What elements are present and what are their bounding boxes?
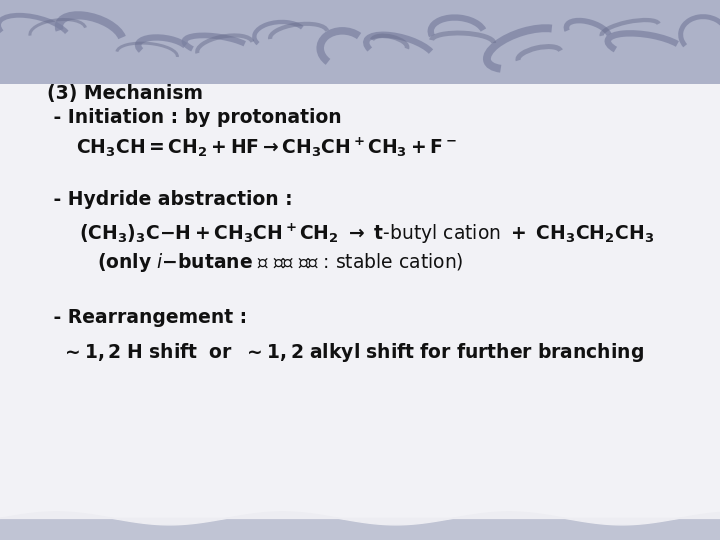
Text: - Rearrangement :: - Rearrangement : bbox=[47, 308, 247, 327]
Bar bbox=[0, 0, 720, 84]
Text: $\mathbf{(only\ }$$\mathit{i}$$\mathbf{-butane\ \text{을 쓰는 이유 : stable cation)}}: $\mathbf{(only\ }$$\mathit{i}$$\mathbf{-… bbox=[97, 251, 464, 274]
Text: (3) Mechanism: (3) Mechanism bbox=[47, 84, 203, 103]
Text: - Hydride abstraction :: - Hydride abstraction : bbox=[47, 190, 292, 209]
Bar bbox=[0, 84, 720, 518]
Text: $\mathbf{\sim 1,2\ H\ shift\ \ or\ \ {\sim}1,2\ alkyl\ shift\ for\ further\ bran: $\mathbf{\sim 1,2\ H\ shift\ \ or\ \ {\s… bbox=[61, 341, 644, 365]
Text: $\mathbf{(CH_3)_3C\mathbf{-}H + CH_3CH^+CH_2 \ \rightarrow \ t\text{-butyl catio: $\mathbf{(CH_3)_3C\mathbf{-}H + CH_3CH^+… bbox=[79, 221, 654, 246]
Text: $\mathbf{CH_3CH{=}CH_2 + HF \rightarrow CH_3CH^+CH_3 + F^-}$: $\mathbf{CH_3CH{=}CH_2 + HF \rightarrow … bbox=[76, 136, 456, 159]
Bar bbox=[0, 518, 720, 540]
Text: - Initiation : by protonation: - Initiation : by protonation bbox=[47, 108, 341, 127]
